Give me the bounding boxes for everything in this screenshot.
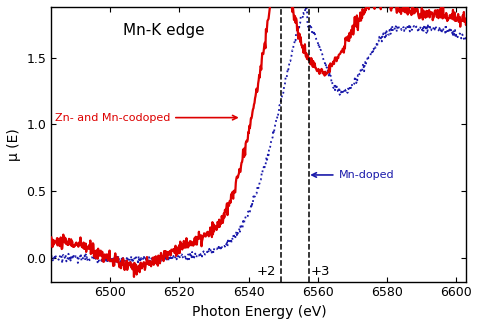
Text: Mn-K edge: Mn-K edge	[122, 23, 204, 38]
Text: Mn-doped: Mn-doped	[312, 170, 394, 180]
Text: +3: +3	[311, 265, 330, 278]
Text: Zn- and Mn-codoped: Zn- and Mn-codoped	[55, 112, 237, 123]
Text: +2: +2	[257, 265, 276, 278]
Y-axis label: μ (E): μ (E)	[7, 128, 21, 161]
X-axis label: Photon Energy (eV): Photon Energy (eV)	[192, 305, 326, 319]
